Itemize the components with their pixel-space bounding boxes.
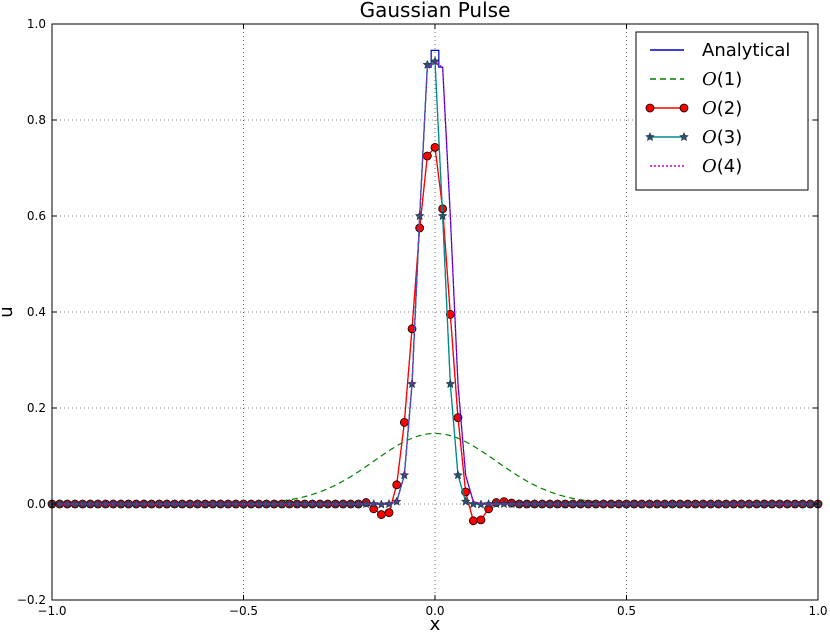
ticks <box>51 23 819 601</box>
y-tick-label: −0.2 <box>17 593 46 607</box>
x-tick-label: −0.5 <box>229 604 258 618</box>
data-point <box>437 210 448 221</box>
series-layer <box>47 49 823 526</box>
tick-labels: −1.0 −0.5 0.0 0.5 1.0 −0.2 0.0 0.2 0.4 0.6 0.8 1.0 <box>17 17 828 618</box>
data-point <box>468 516 478 526</box>
legend-math: O <box>702 127 717 148</box>
y-tick-label: 0.0 <box>27 497 46 511</box>
data-point <box>453 470 463 480</box>
legend-entry-label: O(1) <box>702 69 742 90</box>
legend-entry-label: O(4) <box>702 156 742 177</box>
legend-entry-label: O(2) <box>702 98 742 119</box>
y-tick-label: 0.2 <box>27 401 46 415</box>
legend-marker <box>645 103 655 113</box>
legend-math: O <box>702 156 717 177</box>
data-point <box>399 417 409 427</box>
y-tick-label: 1.0 <box>27 17 46 31</box>
x-tick-label: −1.0 <box>37 604 66 618</box>
chart-title: Gaussian Pulse <box>360 0 511 22</box>
legend-text: (4) <box>717 156 743 177</box>
data-point <box>384 508 394 518</box>
data-point <box>376 510 386 519</box>
x-tick-label: 1.0 <box>808 604 827 618</box>
legend-box <box>635 31 809 191</box>
data-point <box>453 413 463 423</box>
legend-text: (2) <box>717 98 743 119</box>
x-tick-label: 0.0 <box>425 604 444 618</box>
x-tick-label: 0.5 <box>617 604 636 618</box>
data-point <box>476 499 486 509</box>
legend-entry-label: O(3) <box>702 127 742 148</box>
x-axis-label: x <box>430 614 441 632</box>
data-point <box>460 496 471 506</box>
legend-marker <box>645 131 655 142</box>
y-tick-label: 0.8 <box>27 113 46 127</box>
legend-marker <box>679 131 689 142</box>
y-tick-label: 0.6 <box>27 209 46 223</box>
y-tick-label: 0.4 <box>27 305 46 319</box>
legend-text: Analytical <box>702 40 790 61</box>
data-point <box>468 498 479 509</box>
data-point <box>476 515 486 525</box>
legend-math: O <box>702 69 717 90</box>
legend-text: (1) <box>717 69 743 90</box>
legend-text: (3) <box>717 127 743 148</box>
data-point <box>445 378 456 389</box>
legend-entry-label: Analytical <box>702 40 790 61</box>
legend-marker <box>679 103 689 113</box>
legend-math: O <box>702 98 717 119</box>
series-line <box>358 60 512 506</box>
y-axis-label: u <box>0 306 17 317</box>
data-point <box>430 142 440 152</box>
data-point <box>422 151 432 161</box>
data-point <box>392 480 402 490</box>
